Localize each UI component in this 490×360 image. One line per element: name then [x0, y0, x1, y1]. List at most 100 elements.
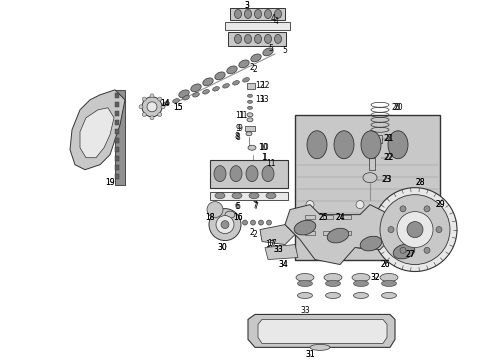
Text: 10: 10: [258, 143, 268, 152]
Text: 24: 24: [335, 213, 345, 222]
Ellipse shape: [248, 145, 256, 150]
Bar: [295, 115, 440, 260]
Text: 4: 4: [273, 18, 278, 27]
Text: 9: 9: [236, 124, 241, 133]
Text: 27: 27: [405, 250, 415, 259]
Ellipse shape: [254, 35, 262, 44]
Text: 28: 28: [415, 178, 425, 187]
Bar: [343, 217, 349, 233]
Circle shape: [373, 188, 457, 271]
Text: 14: 14: [160, 99, 170, 108]
Ellipse shape: [353, 292, 368, 298]
Ellipse shape: [191, 84, 201, 92]
Text: 14: 14: [160, 99, 170, 108]
Polygon shape: [260, 225, 295, 244]
Ellipse shape: [249, 193, 259, 199]
Text: 23: 23: [382, 175, 392, 184]
Text: 12: 12: [255, 81, 265, 90]
Ellipse shape: [259, 220, 264, 225]
Ellipse shape: [163, 102, 170, 106]
Text: 16: 16: [233, 213, 243, 222]
Ellipse shape: [363, 173, 377, 183]
Text: 11: 11: [266, 159, 276, 168]
Ellipse shape: [246, 166, 258, 182]
Text: 22: 22: [383, 153, 393, 162]
Text: 34: 34: [278, 260, 288, 269]
Circle shape: [406, 201, 414, 209]
Polygon shape: [265, 244, 298, 260]
Bar: [115, 120, 119, 125]
Text: 29: 29: [435, 200, 445, 209]
Polygon shape: [285, 204, 420, 265]
Circle shape: [150, 94, 154, 98]
Ellipse shape: [254, 9, 262, 18]
Bar: [115, 93, 119, 98]
Text: 3: 3: [245, 1, 249, 10]
Bar: [230, 8, 285, 20]
Text: 2: 2: [249, 228, 254, 237]
Text: 20: 20: [391, 103, 401, 112]
Circle shape: [142, 97, 146, 101]
Circle shape: [216, 216, 234, 234]
Text: 34: 34: [278, 260, 288, 269]
Text: 2: 2: [253, 66, 257, 75]
Ellipse shape: [225, 211, 235, 218]
Ellipse shape: [327, 228, 349, 243]
Text: 20: 20: [393, 103, 403, 112]
Ellipse shape: [179, 90, 189, 98]
Ellipse shape: [274, 35, 281, 44]
Ellipse shape: [267, 220, 271, 225]
Ellipse shape: [235, 35, 242, 44]
Ellipse shape: [232, 193, 242, 199]
Circle shape: [400, 247, 406, 253]
Ellipse shape: [360, 236, 382, 251]
Ellipse shape: [325, 280, 341, 287]
Polygon shape: [80, 108, 114, 158]
Ellipse shape: [263, 48, 273, 56]
Text: 2: 2: [249, 63, 254, 72]
Text: 32: 32: [370, 273, 380, 282]
Circle shape: [356, 201, 364, 209]
Text: 18: 18: [205, 213, 215, 222]
Ellipse shape: [310, 345, 330, 350]
Text: 26: 26: [380, 260, 390, 269]
Ellipse shape: [246, 132, 252, 136]
Bar: [225, 22, 290, 30]
Ellipse shape: [367, 151, 377, 158]
Text: 21: 21: [383, 134, 393, 143]
Bar: [323, 231, 333, 235]
Circle shape: [306, 201, 314, 209]
Bar: [325, 217, 331, 233]
Text: 21: 21: [384, 134, 394, 143]
Ellipse shape: [193, 93, 199, 97]
Circle shape: [158, 113, 162, 117]
Circle shape: [221, 221, 229, 229]
Ellipse shape: [214, 166, 226, 182]
Text: 28: 28: [415, 178, 425, 187]
Text: 27: 27: [405, 250, 415, 259]
Text: 26: 26: [380, 260, 390, 269]
Ellipse shape: [215, 193, 225, 199]
Ellipse shape: [247, 113, 253, 117]
Polygon shape: [70, 90, 125, 170]
Ellipse shape: [352, 274, 370, 282]
Ellipse shape: [153, 105, 159, 109]
Ellipse shape: [262, 166, 274, 182]
Ellipse shape: [203, 90, 209, 94]
Text: 12: 12: [260, 81, 270, 90]
Ellipse shape: [393, 244, 415, 259]
Text: 11: 11: [238, 111, 248, 120]
Text: 31: 31: [305, 350, 315, 359]
Text: 33: 33: [273, 245, 283, 254]
Text: 19: 19: [105, 178, 115, 187]
Ellipse shape: [247, 118, 253, 122]
Polygon shape: [248, 314, 395, 347]
Circle shape: [142, 97, 162, 117]
Text: 15: 15: [173, 103, 183, 112]
Text: 17: 17: [265, 240, 275, 249]
Ellipse shape: [245, 35, 251, 44]
Text: 15: 15: [173, 103, 183, 112]
Text: 1: 1: [263, 153, 268, 162]
Bar: [323, 215, 333, 219]
Circle shape: [209, 209, 241, 240]
